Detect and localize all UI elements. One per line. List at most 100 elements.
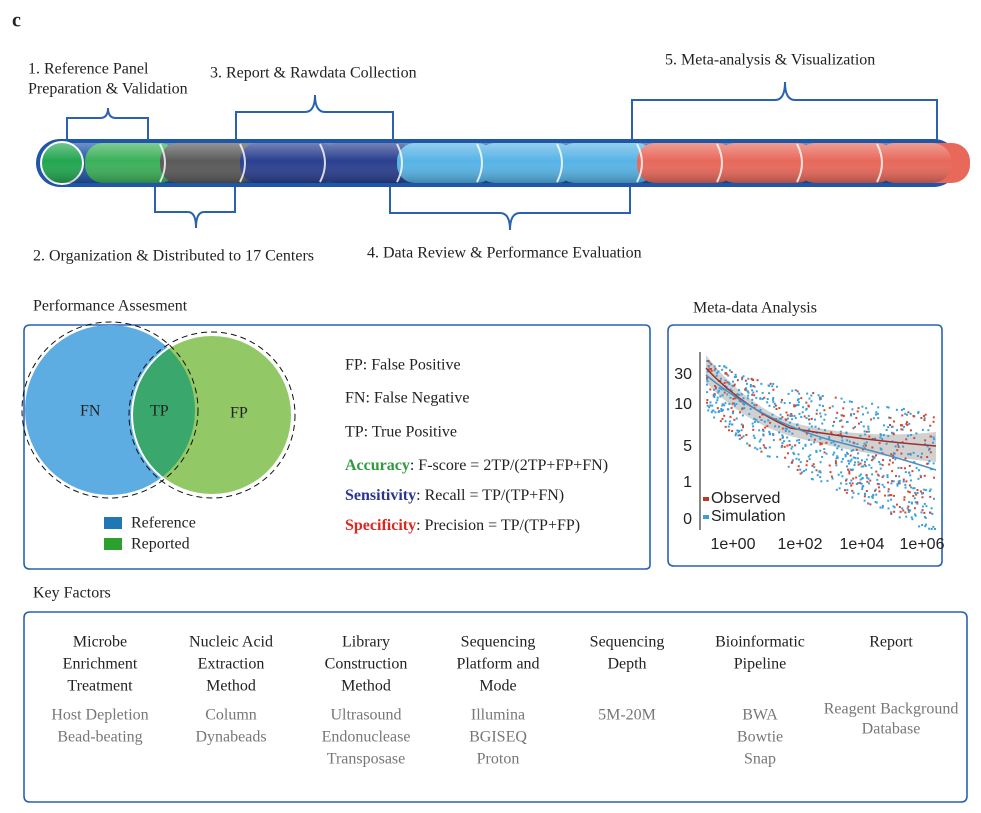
dot xyxy=(713,369,716,372)
dot xyxy=(741,407,744,410)
dot xyxy=(752,434,755,437)
dot xyxy=(780,398,783,401)
dot xyxy=(772,382,775,385)
dot xyxy=(789,415,792,418)
dot xyxy=(751,389,754,392)
dot xyxy=(728,381,731,384)
dot xyxy=(733,418,736,421)
dot xyxy=(850,413,853,416)
dot xyxy=(907,471,910,474)
dot xyxy=(735,375,738,378)
dot xyxy=(896,429,899,432)
dot xyxy=(784,429,787,432)
dot xyxy=(896,484,899,487)
dot xyxy=(887,426,890,429)
dot xyxy=(721,394,724,397)
dot xyxy=(728,423,731,426)
factor-item: Bowtie xyxy=(737,729,783,746)
dot xyxy=(887,499,890,502)
dot xyxy=(868,464,871,467)
dot xyxy=(923,474,926,477)
dot xyxy=(752,425,755,428)
dot xyxy=(889,424,892,427)
dot xyxy=(929,488,932,491)
dot xyxy=(713,416,716,419)
dot xyxy=(781,434,784,437)
dot xyxy=(713,388,716,391)
dot xyxy=(823,451,826,454)
dot xyxy=(819,412,822,415)
dot xyxy=(735,417,738,420)
dot xyxy=(731,384,734,387)
dot xyxy=(766,455,769,458)
dot xyxy=(906,421,909,424)
dot xyxy=(708,365,711,368)
dot xyxy=(849,414,852,417)
dot xyxy=(753,421,756,424)
dot xyxy=(883,486,886,489)
dot xyxy=(840,419,843,422)
dot xyxy=(861,405,864,408)
dot xyxy=(766,401,769,404)
dot xyxy=(821,455,824,458)
dot xyxy=(721,403,724,406)
dot xyxy=(852,456,855,459)
dot xyxy=(923,502,926,505)
dot xyxy=(813,441,816,444)
dot xyxy=(859,478,862,481)
dot xyxy=(855,483,858,486)
dot xyxy=(929,435,932,438)
dot xyxy=(905,438,908,441)
dot xyxy=(916,455,919,458)
legend-swatch xyxy=(703,497,709,501)
dot xyxy=(867,502,870,505)
dot xyxy=(791,459,794,462)
dot xyxy=(747,394,750,397)
dot xyxy=(879,447,882,450)
dot xyxy=(902,480,905,483)
dot xyxy=(751,422,754,425)
dot xyxy=(794,417,797,420)
dot xyxy=(728,402,731,405)
dot xyxy=(814,425,817,428)
dot xyxy=(740,393,743,396)
dot xyxy=(772,433,775,436)
dot xyxy=(784,418,787,421)
dot xyxy=(871,495,874,498)
dot xyxy=(888,494,891,497)
dot xyxy=(768,455,771,458)
dot xyxy=(719,377,722,380)
dot xyxy=(801,411,804,414)
dot xyxy=(825,452,828,455)
dot xyxy=(904,412,907,415)
dot xyxy=(932,416,935,419)
dot xyxy=(874,454,877,457)
factor-heading: Method xyxy=(341,678,391,695)
dot xyxy=(788,401,791,404)
legend-label: Simulation xyxy=(711,508,786,525)
dot xyxy=(898,479,901,482)
dot xyxy=(859,434,862,437)
dot xyxy=(731,402,734,405)
dot xyxy=(845,491,848,494)
tube-joint xyxy=(556,143,563,183)
dot xyxy=(828,437,831,440)
factor-item: Ultrasound xyxy=(330,707,401,724)
legend-label: Observed xyxy=(711,490,780,507)
dot xyxy=(815,469,818,472)
dot xyxy=(890,498,893,501)
dot xyxy=(762,428,765,431)
dot xyxy=(836,455,839,458)
dot xyxy=(764,426,767,429)
dot xyxy=(772,388,775,391)
tube-joint xyxy=(476,143,483,183)
dot xyxy=(748,444,751,447)
dot xyxy=(783,440,786,443)
dot xyxy=(736,393,739,396)
dot xyxy=(775,408,778,411)
dot xyxy=(772,396,775,399)
dot xyxy=(846,420,849,423)
dot xyxy=(823,418,826,421)
dot xyxy=(721,408,724,411)
factor-heading: Enrichment xyxy=(63,656,138,673)
